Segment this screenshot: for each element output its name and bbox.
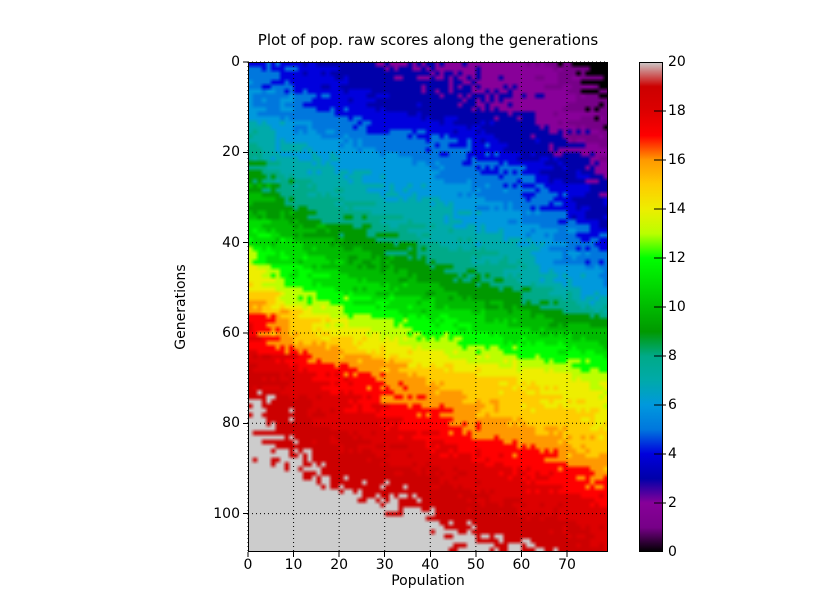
colorbar-tick-label: 10 [668, 299, 686, 315]
heatmap-image [248, 62, 608, 552]
colorbar-tick-label: 12 [668, 250, 686, 266]
colorbar-tick-label: 0 [668, 544, 677, 560]
x-tick-label: 40 [421, 557, 440, 573]
x-tick-label: 50 [466, 557, 485, 573]
colorbar-tick-label: 14 [668, 201, 686, 217]
colorbar-tick-label: 2 [668, 495, 677, 511]
x-tick-label: 30 [375, 557, 394, 573]
x-tick-label: 0 [243, 557, 253, 573]
y-tick-label: 20 [222, 144, 240, 161]
x-tick-label: 20 [330, 557, 349, 573]
x-axis-label: Population [391, 573, 465, 589]
colorbar-tick-label: 18 [668, 103, 686, 119]
y-tick-label: 100 [213, 505, 240, 522]
colorbar-tick-label: 16 [668, 152, 686, 168]
y-tick-label: 60 [222, 324, 240, 341]
x-tick-label: 60 [512, 557, 531, 573]
y-tick-label: 40 [222, 234, 240, 251]
colorbar-tick-label: 20 [668, 54, 686, 70]
colorbar-gradient [639, 62, 663, 552]
y-tick-label: 0 [231, 54, 240, 70]
colorbar-tick-label: 8 [668, 348, 677, 364]
plot-title: Plot of pop. raw scores along the genera… [257, 31, 599, 49]
colorbar-tick-label: 4 [668, 446, 677, 462]
colorbar-tick-label: 6 [668, 397, 677, 413]
x-tick-label: 10 [284, 557, 303, 573]
y-tick-label: 80 [222, 415, 240, 432]
y-axis-label: Generations [173, 264, 189, 350]
x-tick-label: 70 [558, 557, 576, 573]
